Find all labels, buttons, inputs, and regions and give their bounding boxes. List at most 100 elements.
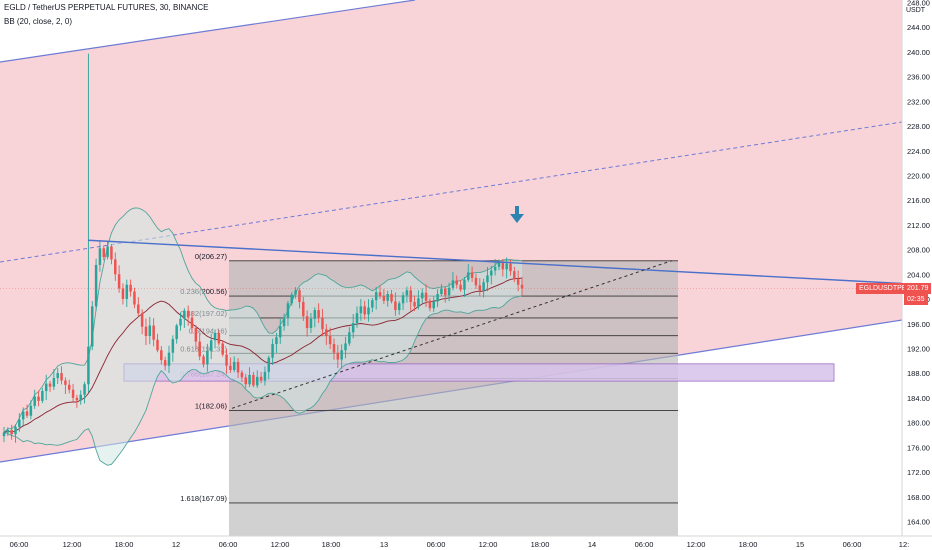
time-tick-label: 13 <box>380 540 388 549</box>
candle-body <box>79 394 82 401</box>
candle-body <box>144 326 148 337</box>
candle-body <box>229 365 232 371</box>
channel-mid-line <box>0 121 903 263</box>
candle-body <box>513 271 516 280</box>
candle-body <box>325 329 328 337</box>
candle-body <box>206 350 209 365</box>
candle-body <box>428 300 432 309</box>
fib-level-label: 1(182.06) <box>195 401 228 410</box>
candle-body <box>455 280 459 285</box>
candle-body <box>336 352 340 360</box>
candle-body <box>409 290 412 303</box>
candle-body <box>463 279 466 290</box>
bb-upper <box>3 207 523 433</box>
candle-body <box>156 339 159 351</box>
candle-body <box>390 294 393 302</box>
candle-body <box>148 325 152 337</box>
price-tick-label: 196.00 <box>907 320 930 329</box>
candle-body <box>33 396 36 406</box>
candle-body <box>194 327 198 342</box>
time-tick-label: 12 <box>172 540 180 549</box>
candle-body <box>121 288 125 299</box>
candle-body <box>401 295 405 304</box>
candle-body <box>106 246 109 257</box>
candle-body <box>2 432 6 437</box>
last-price-label: 201.79 <box>904 282 932 294</box>
candle-body <box>244 377 247 385</box>
candle-body <box>440 288 443 295</box>
candle-body <box>340 350 343 360</box>
candle-body <box>259 376 263 381</box>
price-tick-label: 236.00 <box>907 73 930 82</box>
candle-body <box>382 295 386 301</box>
candle-body <box>286 303 290 318</box>
candle-body <box>305 316 309 328</box>
candle-body <box>56 373 59 379</box>
price-tick-label: 188.00 <box>907 369 930 378</box>
candle-body <box>447 287 451 296</box>
price-tick-label: 244.00 <box>907 23 930 32</box>
price-tick-label: 220.00 <box>907 172 930 181</box>
candle-body <box>290 294 294 304</box>
candle-body <box>505 263 508 270</box>
price-tick-label: 172.00 <box>907 468 930 477</box>
candle-body <box>252 374 255 386</box>
candle-body <box>436 294 439 302</box>
candle-body <box>137 304 140 314</box>
price-tick-label: 208.00 <box>907 246 930 255</box>
ascending-dashed-line <box>231 260 673 409</box>
candle-body <box>87 346 90 385</box>
candle-body <box>355 313 359 324</box>
trend-lines <box>0 206 903 409</box>
arrow-down-icon <box>515 206 519 217</box>
time-tick-label: 14 <box>588 540 596 549</box>
candle-body <box>267 357 271 372</box>
indicator-legend[interactable]: BB (20, close, 2, 0) <box>4 17 73 26</box>
candle-body <box>482 282 485 291</box>
candle-body <box>321 317 324 330</box>
candle-body <box>29 405 33 416</box>
candle-body <box>52 378 56 387</box>
candle-body <box>133 291 136 305</box>
candle-body <box>478 285 482 291</box>
candlesticks <box>2 53 524 443</box>
candle-body <box>102 248 106 257</box>
candle-body <box>248 374 251 385</box>
candle-body <box>344 343 347 351</box>
candle-body <box>190 317 194 328</box>
price-tick-label: 184.00 <box>907 394 930 403</box>
time-tick-label: 12: <box>899 540 909 549</box>
candle-body <box>298 290 301 303</box>
candle-body <box>444 288 447 296</box>
fib-level-label: 0(206.27) <box>195 252 228 261</box>
time-tick-label: 12:00 <box>63 540 82 549</box>
time-tick-label: 12:00 <box>687 540 706 549</box>
candle-body <box>378 292 382 296</box>
candle-body <box>424 292 428 301</box>
descending-trendline <box>87 239 903 285</box>
candle-body <box>114 259 117 275</box>
candle-body <box>18 419 21 427</box>
candle-body <box>386 294 389 301</box>
candle-body <box>351 323 355 333</box>
time-tick-label: 18:00 <box>531 540 550 549</box>
candle-body <box>501 261 505 270</box>
price-tick-label: 164.00 <box>907 518 930 527</box>
candle-body <box>417 298 420 307</box>
time-tick-label: 06:00 <box>219 540 238 549</box>
candle-body <box>64 380 67 385</box>
price-tick-label: 216.00 <box>907 196 930 205</box>
candle-body <box>520 284 524 289</box>
candle-body <box>348 332 351 344</box>
candle-body <box>451 280 455 288</box>
candle-body <box>275 337 278 345</box>
candle-body <box>255 376 259 386</box>
candle-body <box>332 344 336 353</box>
price-tick-label: 228.00 <box>907 122 930 131</box>
candle-body <box>221 343 224 355</box>
candle-body <box>420 292 424 299</box>
candle-body <box>125 284 129 299</box>
time-tick-label: 18:00 <box>322 540 341 549</box>
